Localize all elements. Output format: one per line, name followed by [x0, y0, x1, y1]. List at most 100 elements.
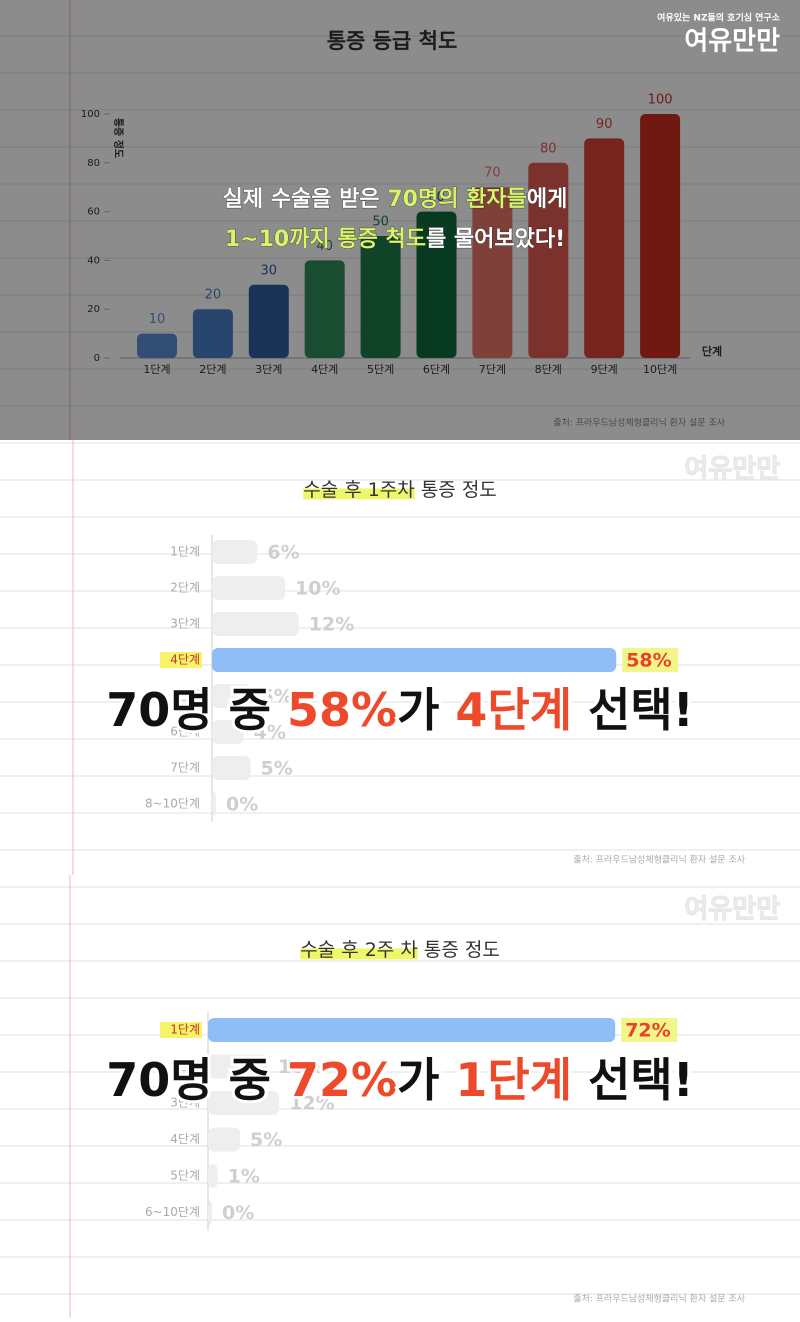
x-tick-label: 6단계 [423, 363, 450, 376]
x-tick-label: 4단계 [311, 363, 338, 376]
x-tick-label: 8단계 [535, 363, 562, 376]
caption-part: 선택! [572, 1053, 694, 1107]
y-axis-label: 통증 정도 [112, 118, 125, 158]
value-label: 30 [261, 263, 278, 278]
chart-title: 수술 후 1주차 통증 정도 [303, 479, 497, 501]
caption-part: 에게 [527, 187, 567, 212]
x-tick-label: 2단계 [199, 363, 226, 376]
caption-part: 1~10까지 통증 척도 [225, 227, 426, 252]
caption-part: 70명 중 [106, 1053, 287, 1107]
bar [212, 756, 251, 780]
panel-3: 수술 후 2주 차 통증 정도 1단계 72% 2단계 10% 3단계 12% 4단계 5% 5단… [103, 939, 746, 1305]
caption-part: 70명 중 [106, 683, 287, 737]
bar [472, 187, 513, 358]
value-label: 5% [250, 1129, 282, 1151]
x-tick-label: 7단계 [479, 363, 506, 376]
caption: 70명 중 72%가 1단계 선택! [106, 1053, 693, 1107]
value-label: 90 [596, 117, 613, 132]
bar [137, 333, 177, 358]
y-tick-label: 40 [87, 255, 100, 266]
y-tick-label: 0 [94, 353, 100, 364]
caption-part: 가 [397, 1053, 455, 1107]
category-label: 8~10단계 [145, 797, 200, 811]
dim-overlay [0, 0, 800, 440]
value-label: 1% [228, 1166, 260, 1188]
bar [208, 1018, 616, 1042]
source: 출처: 프라우드남성체형클리닉 환자 설문 조사 [573, 854, 746, 866]
caption-part: 58% [287, 683, 397, 737]
bar [212, 720, 244, 744]
y-tick-label: 20 [87, 304, 100, 315]
category-label: 6~10단계 [145, 1205, 200, 1219]
value-label: 100 [648, 93, 673, 108]
caption-part: 선택! [572, 683, 694, 737]
bar [192, 309, 233, 358]
caption-part: 실제 수술을 받은 [223, 187, 388, 212]
title-part: 수술 후 2주 차 [300, 939, 418, 961]
caption: 1~10까지 통증 척도를 물어보았다! [225, 227, 565, 252]
label-highlight [160, 652, 202, 668]
chart-title: 통증 등급 척도 [327, 29, 458, 53]
caption-part: 1단계 [455, 1053, 572, 1107]
category-label: 4단계 [170, 1132, 200, 1146]
value-label: 0% [226, 794, 258, 816]
category-label: 4단계 [170, 653, 200, 667]
y-tick-label: 100 [81, 109, 100, 120]
bar [208, 1127, 240, 1152]
category-label: 5단계 [170, 689, 200, 703]
logo: 여유만만 [684, 895, 780, 925]
bar [208, 1054, 268, 1079]
title-part: 통증 정도 [418, 939, 500, 961]
bar [584, 138, 625, 358]
category-label: 1단계 [170, 1023, 200, 1037]
value-highlight [621, 1018, 678, 1042]
bar [360, 236, 401, 358]
value-label: 80 [540, 141, 557, 156]
value-label: 40 [316, 239, 333, 254]
title-part: 통증 정도 [415, 479, 497, 501]
bar [212, 684, 251, 708]
value-label: 5% [261, 758, 293, 780]
category-label: 3단계 [170, 1096, 200, 1110]
value-label: 10 [149, 312, 166, 327]
value-label: 58% [626, 650, 671, 672]
category-label: 7단계 [170, 761, 200, 775]
bar [640, 114, 681, 358]
value-label: 0% [222, 1202, 254, 1224]
bar [212, 540, 258, 564]
label-highlight [160, 1022, 202, 1038]
caption: 70명 중 58%가 4단계 선택! [106, 683, 693, 737]
caption: 실제 수술을 받은 70명의 환자들에게 [223, 187, 568, 212]
caption-part: 가 [397, 683, 455, 737]
caption-part: 70명의 환자들 [387, 187, 526, 212]
x-axis-label: 단계 [702, 344, 722, 358]
y-tick-label: 60 [87, 207, 100, 218]
bar [212, 576, 285, 600]
value-label: 12% [309, 614, 354, 636]
category-label: 3단계 [170, 617, 200, 631]
caption-part: 4단계 [455, 683, 572, 737]
category-label: 1단계 [170, 545, 200, 559]
chart-title: 수술 후 2주 차 통증 정도 [300, 939, 500, 961]
source: 출처: 프라우드남성체형클리닉 환자 설문 조사 [573, 1293, 746, 1305]
category-label: 2단계 [170, 1059, 200, 1073]
value-label: 60 [428, 190, 445, 205]
bar [208, 1091, 280, 1115]
bar [208, 1164, 218, 1188]
caption-part: 를 물어보았다! [426, 227, 565, 252]
bar [212, 612, 299, 636]
title-part: 수술 후 1주차 [303, 479, 415, 501]
bar [304, 260, 345, 358]
panel-1-overlay: 여유있는 NZ들의 호기심 연구소 여유만만 실제 수술을 받은 70명의 환자… [222, 12, 781, 253]
value-label: 20 [205, 288, 222, 303]
value-label: 4% [254, 722, 286, 744]
category-label: 2단계 [170, 581, 200, 595]
source: 출처: 프라우드남성체형클리닉 환자 설문 조사 [553, 417, 726, 429]
title-highlight [300, 948, 418, 960]
value-label: 70 [484, 166, 501, 181]
value-highlight [622, 648, 679, 672]
caption-part: 72% [287, 1053, 397, 1107]
logo-tagline: 여유있는 NZ들의 호기심 연구소 [657, 12, 781, 24]
x-tick-label: 1단계 [143, 363, 170, 376]
